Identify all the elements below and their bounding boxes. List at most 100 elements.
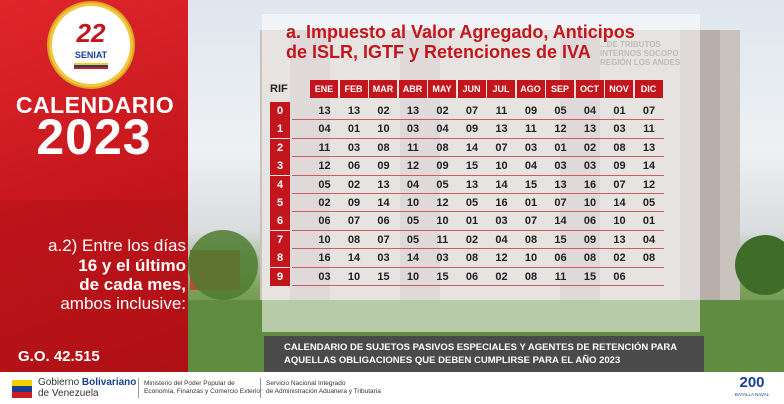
due-day-cell: 08: [613, 141, 626, 154]
due-day-cell: 04: [406, 178, 420, 191]
flag-icon: [74, 63, 108, 69]
date-range-note-end: ambos inclusive:: [60, 294, 186, 313]
due-day-cell: 14: [377, 197, 390, 209]
government-label: Gobierno Bolivariano de Venezuela: [38, 377, 137, 399]
due-day-cell: 03: [554, 160, 567, 173]
due-day-cell: 06: [554, 252, 567, 265]
due-day-cell: 02: [465, 233, 479, 246]
due-day-cell: 05: [642, 197, 656, 209]
due-day-cell: 15: [554, 233, 567, 246]
due-day-cell: 14: [613, 197, 626, 209]
row-divider: [292, 266, 664, 268]
due-day-cell: 16: [318, 252, 331, 265]
due-day-cell: 07: [524, 215, 538, 228]
due-day-cell: 13: [495, 123, 508, 136]
due-day-cell: 13: [318, 105, 331, 117]
rif-digit: 4: [270, 175, 290, 194]
due-day-cell: 13: [583, 123, 597, 136]
due-day-cell: 05: [436, 178, 449, 191]
due-day-cell: 11: [407, 141, 419, 154]
row-divider: [292, 229, 664, 231]
month-header: AGO: [516, 80, 545, 98]
due-day-cell: 02: [495, 270, 508, 283]
left-red-panel: 22 SENIAT CALENDARIO 2023 a.2) Entre los…: [0, 0, 188, 372]
due-day-cell: [635, 268, 664, 286]
due-day-cell: 15: [524, 178, 538, 191]
due-day-cell: 10: [436, 215, 449, 228]
due-day-cell: 04: [318, 123, 331, 136]
due-day-cell: 10: [347, 270, 361, 283]
due-day-cell: 09: [436, 160, 449, 173]
due-day-cell: 13: [613, 233, 626, 246]
seniat-label: Servicio Nacional Integrado de Administr…: [266, 380, 381, 395]
month-header: OCT: [575, 80, 604, 98]
date-range-note: a.2) Entre los días: [48, 236, 186, 255]
divider: [260, 378, 261, 398]
due-day-cell: 09: [524, 105, 538, 117]
due-day-cell: 11: [643, 123, 655, 136]
due-day-cell: 08: [642, 252, 656, 265]
due-day-cell: 02: [613, 252, 626, 265]
date-range-note-bold: 16 y el último de cada mes,: [78, 256, 186, 294]
month-header: ENE: [310, 80, 338, 98]
due-day-cell: 08: [465, 252, 479, 265]
due-day-cell: 02: [318, 197, 331, 209]
row-divider: [292, 137, 664, 139]
due-day-cell: 15: [465, 160, 479, 173]
due-day-cell: 05: [318, 178, 331, 191]
due-day-cell: 03: [318, 270, 331, 283]
due-day-cell: 04: [583, 105, 597, 117]
due-day-cell: 11: [495, 105, 508, 117]
due-day-cell: 06: [583, 215, 597, 228]
row-divider: [292, 193, 664, 194]
row-divider: [292, 248, 664, 250]
due-day-cell: 05: [406, 233, 420, 246]
due-day-cell: 07: [613, 178, 626, 191]
due-day-cell: 16: [583, 178, 597, 191]
due-day-cell: 03: [377, 252, 390, 265]
month-header: MAR: [369, 80, 397, 98]
rif-digit: 0: [270, 102, 290, 120]
due-day-cell: 13: [406, 105, 420, 117]
due-day-cell: 05: [554, 105, 567, 117]
due-day-cell: 15: [583, 270, 597, 283]
tree: [735, 235, 784, 295]
due-day-cell: 13: [377, 178, 390, 191]
rif-digit: 5: [270, 194, 290, 212]
due-day-cell: 15: [377, 270, 390, 283]
month-header: JUL: [487, 80, 515, 98]
seniat-anniversary-logo: 22 SENIAT: [52, 6, 130, 84]
due-day-cell: 07: [554, 197, 567, 209]
due-day-cell: 11: [554, 270, 567, 283]
due-day-cell: 02: [436, 105, 449, 117]
rif-digit: 2: [270, 138, 290, 157]
row-divider: [292, 156, 664, 158]
due-day-cell: 03: [495, 215, 508, 228]
due-day-cell: 07: [347, 215, 361, 228]
due-day-cell: 14: [495, 178, 508, 191]
due-day-cell: 04: [524, 160, 538, 173]
footer: Gobierno Bolivariano de Venezuela Minist…: [0, 372, 784, 404]
divider: [138, 378, 139, 398]
row-divider: [292, 285, 664, 286]
rif-digit: 7: [270, 230, 290, 249]
due-day-cell: 12: [495, 252, 508, 265]
calendar-title: CALENDARIO: [15, 92, 175, 118]
rif-digit: 3: [270, 157, 290, 176]
due-day-cell: 06: [465, 270, 479, 283]
month-header: MAY: [428, 80, 456, 98]
due-day-cell: 09: [613, 160, 626, 173]
row-divider: [292, 211, 664, 213]
month-header: FEB: [339, 80, 368, 98]
month-header: ABR: [398, 80, 427, 98]
due-day-cell: 12: [642, 178, 656, 191]
due-day-cell: 12: [554, 123, 567, 136]
due-day-cell: 06: [377, 215, 390, 228]
due-day-cell: 08: [524, 233, 538, 246]
due-day-cell: 11: [318, 141, 331, 154]
due-day-cell: 03: [613, 123, 626, 136]
due-day-cell: 07: [465, 105, 479, 117]
due-day-cell: 02: [377, 105, 390, 117]
rif-digit: 8: [270, 249, 290, 268]
